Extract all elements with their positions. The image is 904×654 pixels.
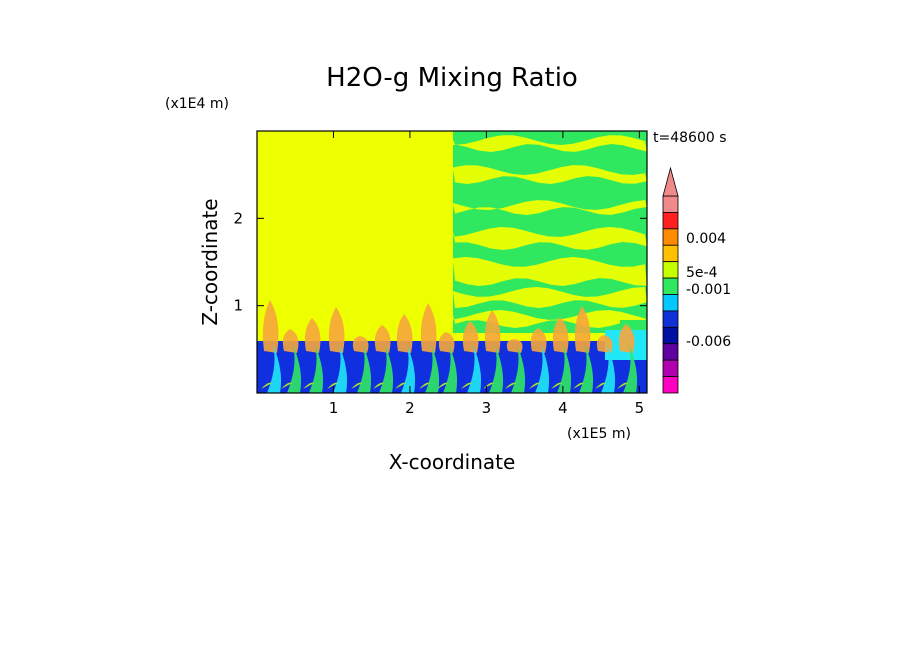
field-plume	[552, 317, 569, 353]
field-streak-light	[529, 382, 540, 389]
field-plume	[374, 325, 391, 353]
field-plume	[462, 321, 479, 353]
field-streak-light	[437, 382, 448, 389]
x-tick-label: 2	[405, 399, 415, 417]
field-plume	[352, 336, 369, 353]
colorbar-swatch	[662, 326, 679, 345]
plot-area: 1 2 3 4 5 1 2	[233, 130, 648, 417]
field-streak	[623, 345, 638, 393]
field-streak-light	[551, 382, 562, 389]
field-streak	[557, 345, 572, 393]
x-unit-label: (x1E5 m)	[567, 426, 631, 442]
field-plume	[262, 300, 279, 353]
colorbar-swatch	[662, 261, 679, 279]
colorbar-label: -0.001	[686, 282, 731, 298]
field-streak	[467, 345, 482, 393]
field-streak	[489, 345, 504, 393]
field-plume	[438, 332, 455, 353]
field-streak	[425, 345, 440, 393]
colorbar-swatch	[662, 277, 679, 295]
colorbar-swatch	[662, 376, 679, 394]
field-plume	[506, 339, 523, 353]
field-streak-light	[281, 382, 292, 389]
field-streak	[535, 345, 550, 393]
colorbar-swatch	[662, 228, 679, 246]
x-tick-label: 5	[635, 399, 645, 417]
colorbar-swatch	[662, 212, 679, 230]
field-streak	[601, 345, 616, 393]
field-plume	[396, 314, 413, 353]
colorbar-extend-arrow	[662, 166, 679, 197]
x-tick-label: 1	[329, 399, 339, 417]
field-streak-light	[483, 382, 494, 389]
field-streak-light	[303, 382, 314, 389]
field-streak-light	[395, 382, 406, 389]
field-streak	[333, 345, 348, 393]
colorbar-swatch	[662, 244, 679, 263]
field-streak-light	[595, 382, 606, 389]
field-filament	[453, 165, 647, 184]
field-streak-light	[505, 382, 516, 389]
field-filament	[453, 227, 647, 250]
field-streak	[379, 345, 394, 393]
colorbar-swatch	[662, 359, 679, 377]
colorbar-label: 0.004	[686, 231, 726, 247]
colorbar-swatch	[662, 343, 679, 361]
field-filament	[453, 135, 647, 152]
field-plume	[618, 324, 635, 353]
colorbar-label: 5e-4	[686, 265, 718, 281]
field-streak-light	[261, 382, 272, 389]
plot-frame	[256, 130, 648, 394]
field-streak-light	[617, 382, 628, 389]
field-plume	[282, 329, 299, 353]
colorbar-swatch	[662, 310, 679, 328]
y-axis-label: Z-coordinate	[198, 198, 222, 325]
colorbar-swatch	[662, 195, 679, 213]
field-plume	[328, 307, 345, 353]
field-streak	[357, 345, 372, 393]
field-streak-light	[351, 382, 362, 389]
field-streak-light	[419, 382, 430, 389]
ticks-layer: 1 2 3 4 5 1 2	[233, 131, 647, 417]
field-plume	[420, 303, 437, 353]
field-plume	[596, 335, 613, 353]
field-streak	[309, 345, 324, 393]
time-label: t=48600 s	[653, 130, 727, 146]
x-tick-label: 4	[558, 399, 568, 417]
colorbar: 0.004 5e-4-0.001 -0.006	[662, 166, 731, 394]
x-axis-label: X-coordinate	[389, 450, 516, 474]
field-streak-light	[461, 382, 472, 389]
field-plume	[574, 306, 591, 353]
field-streak-light	[573, 382, 584, 389]
field-streak	[267, 345, 282, 393]
colorbar-swatch	[662, 294, 679, 312]
field-plume	[304, 318, 321, 353]
y-unit-label: (x1E4 m)	[165, 96, 229, 112]
chart-title: H2O-g Mixing Ratio	[326, 63, 578, 93]
field-filament	[453, 287, 647, 308]
field-streak	[579, 345, 594, 393]
field-streak	[443, 345, 458, 393]
field-streak-light	[373, 382, 384, 389]
colorbar-label: -0.006	[686, 334, 731, 350]
field-streak	[287, 345, 302, 393]
field-streak-light	[327, 382, 338, 389]
field-plume	[530, 328, 547, 353]
field-streak	[401, 345, 416, 393]
x-tick-label: 3	[482, 399, 492, 417]
field-filament	[453, 257, 647, 286]
y-tick-label: 1	[233, 297, 243, 315]
field-filament	[453, 200, 647, 215]
field-plume	[484, 310, 501, 353]
field-filament	[453, 310, 647, 328]
field-streak	[511, 345, 526, 393]
y-tick-label: 2	[233, 209, 243, 227]
field-layer	[257, 131, 647, 393]
